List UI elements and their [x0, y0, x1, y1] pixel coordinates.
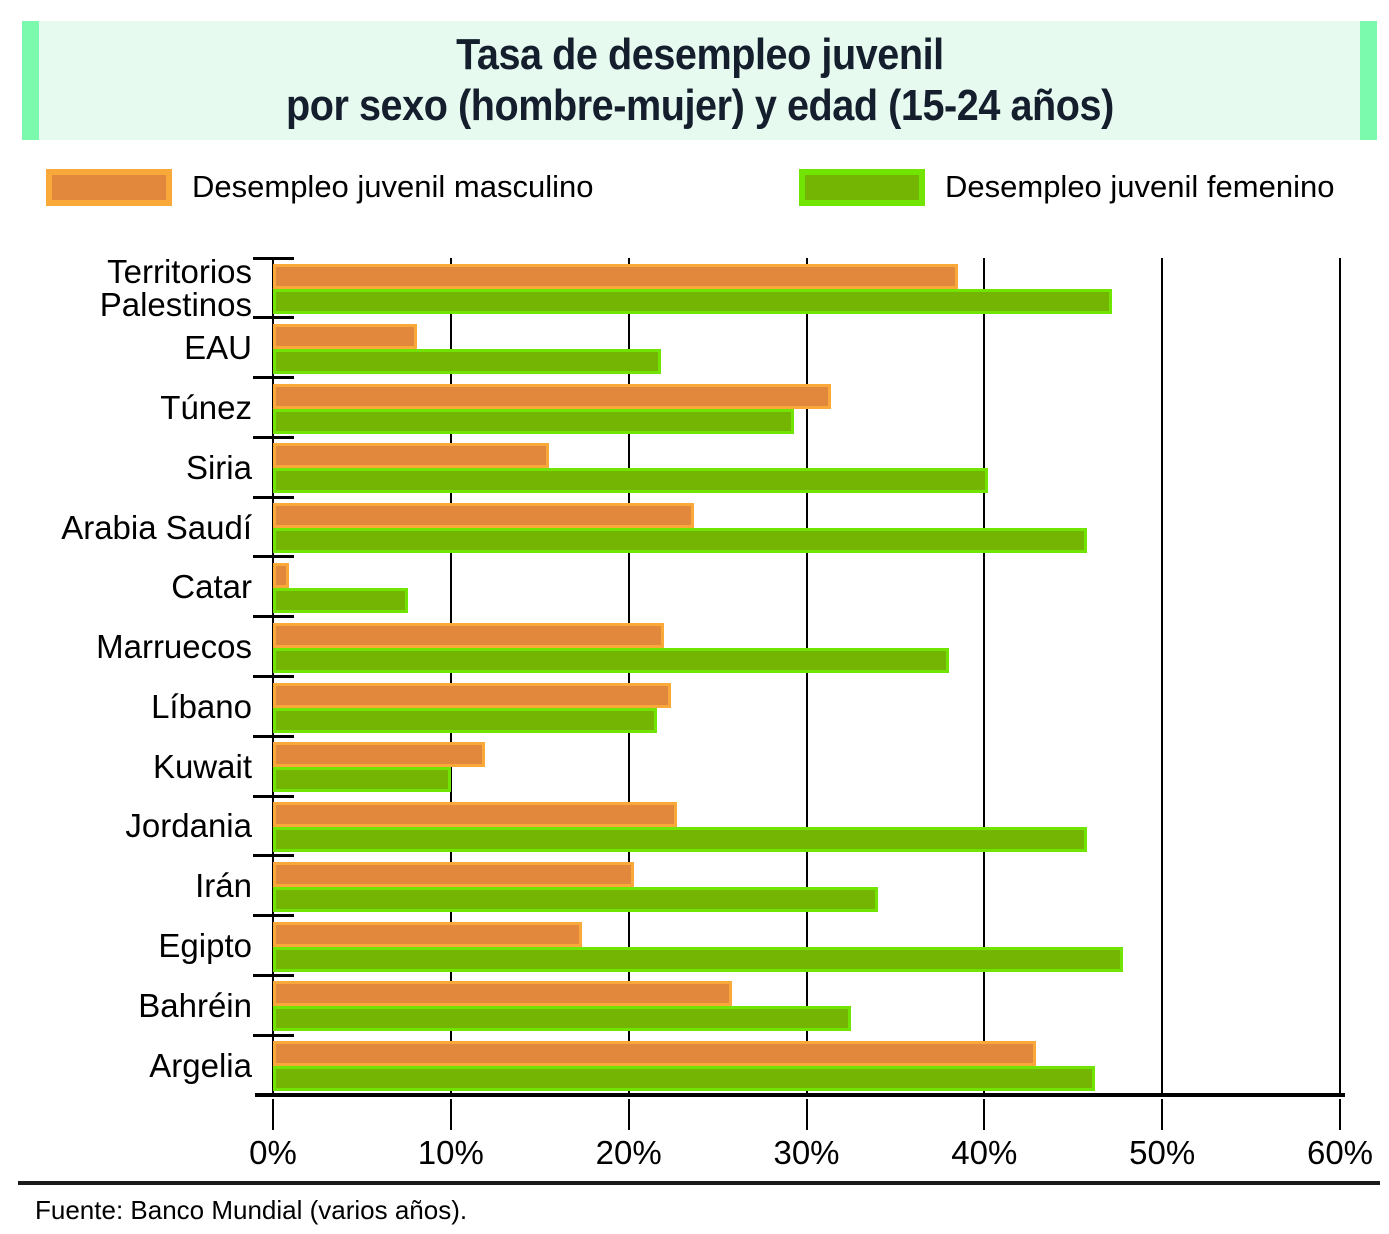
x-axis-tick-50% [1161, 1099, 1164, 1130]
bar-male-kuwait [273, 742, 485, 768]
x-axis-tick-10% [449, 1099, 452, 1130]
bar-male-arabia-saudi [273, 503, 695, 529]
legend-swatch-male [46, 168, 172, 206]
category-label-egipto: Egipto [158, 927, 252, 965]
bar-female-kuwait [273, 767, 451, 793]
category-label-eau: EAU [184, 329, 252, 367]
bar-male-argelia [273, 1041, 1036, 1067]
chart-title-line-2: por sexo (hombre-mujer) y edad (15-24 añ… [285, 80, 1114, 130]
x-axis-label-30%: 30% [773, 1134, 840, 1171]
bar-male-iran [273, 861, 634, 887]
bar-male-catar [273, 562, 289, 588]
x-axis-label-60%: 60% [1306, 1134, 1374, 1171]
category-label-kuwait: Kuwait [152, 747, 252, 785]
category-boundary-tick [253, 794, 294, 798]
x-axis-label-0%: 0% [249, 1134, 297, 1171]
category-boundary-tick [253, 555, 294, 559]
bar-female-territorios-palestinos [273, 289, 1113, 314]
category-boundary-tick [253, 675, 294, 678]
bar-female-siria [273, 468, 988, 494]
category-label-marruecos: Marruecos [96, 628, 252, 666]
bar-male-jordania [273, 802, 677, 828]
bar-female-bahrein [273, 1006, 851, 1032]
bar-female-catar [273, 587, 409, 613]
bar-female-marruecos [273, 647, 949, 673]
bar-female-iran [273, 886, 878, 912]
x-axis-tick-60% [1339, 1099, 1341, 1130]
bar-male-bahrein [273, 981, 732, 1007]
bar-male-libano [273, 682, 672, 708]
category-boundary-tick [253, 376, 294, 380]
header-accent-bar-left [22, 21, 39, 140]
bar-female-jordania [273, 827, 1088, 853]
category-boundary-tick [253, 615, 294, 619]
category-label-libano: Líbano [151, 687, 252, 725]
header-accent-bar-right [1360, 21, 1377, 140]
gridline-40% [983, 258, 986, 1095]
legend-item-male: Desempleo juvenil masculino [46, 164, 593, 210]
legend-item-female: Desempleo juvenil femenino [799, 164, 1334, 210]
source-note: Fuente: Banco Mundial (varios años). [35, 1195, 468, 1225]
x-axis-label-50%: 50% [1129, 1134, 1196, 1171]
bar-female-libano [273, 707, 658, 733]
category-label-argelia: Argelia [149, 1046, 252, 1084]
bar-female-arabia-saudi [273, 528, 1088, 554]
bar-male-tunez [273, 383, 832, 409]
category-boundary-tick [253, 914, 294, 918]
x-axis-label-10%: 10% [417, 1134, 484, 1171]
bar-female-egipto [273, 946, 1124, 972]
category-label-territorios-palestinos: Territorios Palestinos [99, 252, 252, 323]
category-label-catar: Catar [171, 568, 252, 606]
x-axis-tick-20% [627, 1099, 630, 1130]
chart-header: Tasa de desempleo juvenil por sexo (homb… [22, 21, 1377, 140]
category-label-arabia-saudi: Arabia Saudí [61, 508, 252, 546]
bar-female-eau [273, 348, 661, 374]
category-boundary-tick [253, 734, 294, 738]
category-boundary-tick [253, 256, 294, 260]
x-axis-tick-40% [983, 1099, 986, 1130]
category-label-iran: Irán [195, 867, 252, 905]
x-axis-tick-30% [805, 1099, 808, 1130]
chart-title-line-1: Tasa de desempleo juvenil [455, 30, 944, 80]
category-boundary-tick [253, 316, 294, 320]
category-label-bahrein: Bahréin [138, 986, 252, 1024]
category-boundary-tick [253, 973, 294, 977]
x-axis-line [255, 1093, 1345, 1097]
gridline-60% [1339, 258, 1341, 1095]
category-boundary-tick [253, 854, 294, 858]
x-axis-label-40%: 40% [951, 1134, 1018, 1171]
legend-label-male: Desempleo juvenil masculino [192, 169, 594, 204]
bar-male-egipto [273, 921, 583, 947]
gridline-30% [805, 258, 808, 1095]
bar-female-argelia [273, 1066, 1095, 1092]
category-boundary-tick [253, 1033, 294, 1037]
category-label-jordania: Jordania [125, 807, 252, 845]
bar-male-siria [273, 443, 549, 469]
x-axis-label-20%: 20% [595, 1134, 662, 1171]
legend-swatch-female [799, 168, 925, 206]
x-axis-tick-0% [272, 1099, 274, 1130]
gridline-20% [627, 258, 630, 1095]
bar-male-territorios-palestinos [273, 264, 958, 289]
gridline-10% [449, 258, 452, 1095]
category-label-siria: Siria [185, 448, 252, 486]
legend-label-female: Desempleo juvenil femenino [945, 169, 1335, 204]
category-boundary-tick [253, 435, 294, 439]
footer-divider [18, 1181, 1380, 1185]
plot-area [253, 256, 1341, 1095]
bar-male-marruecos [273, 622, 665, 648]
category-label-tunez: Túnez [160, 388, 252, 426]
bar-female-tunez [273, 408, 795, 434]
bar-male-eau [273, 323, 418, 349]
y-axis-labels: Territorios Palestinos EAU Túnez Siria Arabi… [0, 252, 260, 1095]
gridline-50% [1161, 258, 1164, 1095]
category-boundary-tick [253, 495, 294, 499]
